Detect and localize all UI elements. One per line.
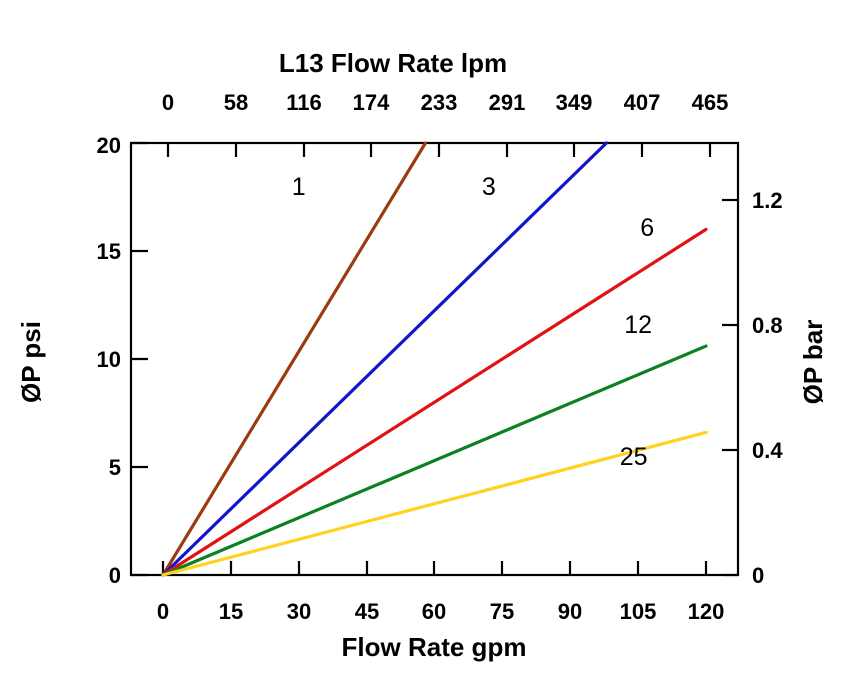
curve-label-25: 25 — [620, 443, 648, 471]
left-tick-label: 15 — [97, 239, 121, 264]
right-tick-label: 0.4 — [752, 438, 783, 463]
top-tick-label: 407 — [624, 90, 661, 115]
left-axis-ticks — [131, 141, 148, 577]
bottom-tick-label: 0 — [157, 599, 169, 624]
series-line-12 — [161, 344, 708, 577]
top-tick-label: 349 — [556, 90, 593, 115]
top-tick-label: 291 — [489, 90, 526, 115]
right-axis-tick-labels: 0 0.4 0.8 1.2 — [752, 188, 783, 588]
top-axis-tick-labels: 0 58 116 174 233 291 349 407 465 — [162, 90, 728, 115]
top-tick-label: 174 — [353, 90, 390, 115]
series-lines — [161, 141, 708, 577]
left-axis-title: ØP psi — [16, 321, 46, 403]
top-tick-label: 58 — [224, 90, 248, 115]
top-axis-title: L13 Flow Rate lpm — [279, 48, 507, 78]
series-curve-labels: 1 3 6 12 25 — [292, 173, 654, 471]
series-line-6 — [161, 227, 708, 577]
series-line-3 — [161, 141, 609, 577]
left-axis-tick-labels: 0 5 10 15 20 — [97, 133, 121, 588]
bottom-tick-label: 75 — [490, 599, 514, 624]
bottom-tick-label: 45 — [355, 599, 379, 624]
curve-label-1: 1 — [292, 173, 306, 201]
curve-label-12: 12 — [624, 311, 652, 339]
curve-label-3: 3 — [482, 173, 496, 201]
left-tick-label: 0 — [109, 563, 121, 588]
left-tick-label: 20 — [97, 133, 121, 158]
left-tick-label: 5 — [109, 455, 121, 480]
series-line-1 — [161, 141, 428, 577]
bottom-tick-label: 90 — [558, 599, 582, 624]
curve-label-6: 6 — [640, 214, 654, 242]
right-axis-title: ØP bar — [798, 320, 828, 405]
right-tick-label: 0 — [752, 563, 764, 588]
bottom-tick-label: 30 — [287, 599, 311, 624]
bottom-axis-tick-labels: 0 15 30 45 60 75 90 105 120 — [157, 599, 724, 624]
bottom-tick-label: 60 — [422, 599, 446, 624]
top-tick-label: 116 — [286, 90, 322, 115]
bottom-tick-label: 15 — [219, 599, 243, 624]
top-tick-label: 0 — [162, 90, 174, 115]
top-axis-ticks — [166, 143, 712, 157]
top-tick-label: 465 — [692, 90, 729, 115]
right-axis-ticks — [722, 198, 738, 577]
bottom-tick-label: 120 — [688, 599, 725, 624]
bottom-axis-title: Flow Rate gpm — [342, 632, 527, 662]
right-tick-label: 0.8 — [752, 313, 783, 338]
left-tick-label: 10 — [97, 347, 121, 372]
right-tick-label: 1.2 — [752, 188, 783, 213]
series-line-25 — [161, 430, 708, 577]
bottom-tick-label: 105 — [620, 599, 657, 624]
top-tick-label: 233 — [421, 90, 458, 115]
